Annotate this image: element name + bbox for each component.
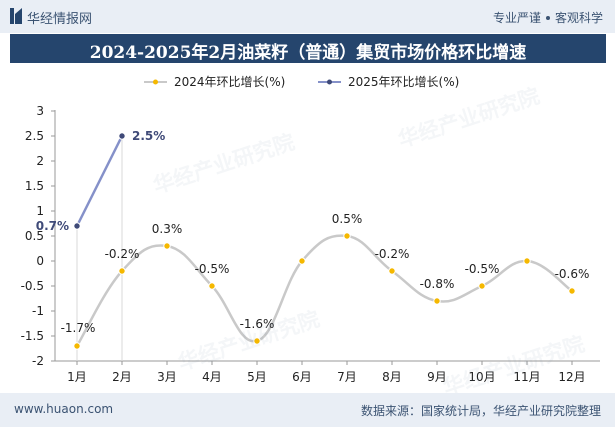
- series-2024-data-label: 0.5%: [332, 212, 363, 226]
- series-2024-point: [73, 342, 81, 350]
- y-tick-label: 0.5: [25, 229, 44, 243]
- series-2024-point: [163, 242, 171, 250]
- x-tick-label: 12月: [558, 370, 585, 384]
- series-2025-line: [75, 135, 124, 227]
- series-2024-point: [298, 257, 306, 265]
- series-2024-point: [208, 282, 216, 290]
- y-tick-label: 3: [36, 104, 44, 118]
- legend-swatch-marker: [153, 79, 158, 85]
- series-2024-point: [523, 257, 531, 265]
- top-bar: 华经情报网 专业严谨 客观科学: [0, 0, 615, 33]
- brand-name: 华经情报网: [27, 12, 93, 27]
- x-tick-label: 4月: [202, 370, 222, 384]
- x-tick-label: 2月: [112, 370, 132, 384]
- legend-swatch-marker: [327, 79, 332, 85]
- series-2024-data-label: -0.6%: [555, 267, 590, 281]
- series-2024-data-label: -1.7%: [61, 321, 96, 335]
- series-2024-point: [118, 267, 126, 275]
- x-tick-label: 5月: [247, 370, 267, 384]
- site-url[interactable]: www.huaon.com: [14, 402, 114, 416]
- separator-dot-icon: [545, 15, 550, 20]
- series-2024-data-label: -0.2%: [105, 247, 140, 261]
- y-tick-label: 0: [36, 254, 44, 268]
- chart-title: 2024-2025年2月油菜籽（普通）集贸市场价格环比增速: [89, 43, 527, 63]
- series-2024-data-label: -0.5%: [195, 262, 230, 276]
- series-2024-data-label: -1.6%: [240, 317, 275, 331]
- x-tick-label: 6月: [292, 370, 312, 384]
- series-2024-data-label: -0.2%: [375, 247, 410, 261]
- title-bar: 2024-2025年2月油菜籽（普通）集贸市场价格环比增速: [10, 34, 606, 63]
- y-tick-label: -2: [32, 354, 44, 368]
- series-2024-data-label: -0.5%: [465, 262, 500, 276]
- brand-logo-icon: [10, 8, 22, 24]
- y-tick-label: 1.5: [25, 179, 44, 193]
- series-2024-point: [343, 232, 351, 240]
- y-tick-label: -1: [32, 304, 44, 318]
- x-tick-label: 1月: [67, 370, 87, 384]
- series-2024-point: [568, 287, 576, 295]
- series-2025-point: [73, 222, 81, 230]
- legend-label: 2025年环比增长(%): [348, 75, 459, 89]
- series-2024-point: [253, 337, 261, 345]
- bottom-bar: www.huaon.com 数据来源：国家统计局，华经产业研究院整理: [0, 393, 615, 427]
- series-2024-point: [388, 267, 396, 275]
- y-tick-label: 2: [36, 154, 44, 168]
- x-tick-label: 11月: [513, 370, 540, 384]
- series-2025-data-label: 0.7%: [36, 219, 69, 233]
- series-2024-data-label: 0.3%: [152, 222, 183, 236]
- tagline: 专业严谨 客观科学: [493, 9, 603, 26]
- x-tick-label: 7月: [337, 370, 357, 384]
- line-chart: 3 2.5 2 1.5 1 0.5 0 -0.5 -1 -1.5 -2 1月 2月 3月 4月 5月 6月 7月 8…: [21, 75, 600, 384]
- legend-label: 2024年环比增长(%): [174, 75, 285, 89]
- data-source: 数据来源：国家统计局，华经产业研究院整理: [360, 404, 601, 418]
- tagline-left: 专业严谨: [492, 11, 541, 25]
- tagline-right: 客观科学: [554, 11, 603, 25]
- series-2024-point: [433, 297, 441, 305]
- series-2024-point: [478, 282, 486, 290]
- x-tick-label: 8月: [382, 370, 402, 384]
- series-2024-line: [75, 234, 573, 347]
- series-2025-data-label: 2.5%: [132, 129, 165, 143]
- y-tick-label: -1.5: [21, 329, 44, 343]
- y-tick-label: 2.5: [25, 129, 44, 143]
- y-tick-label: 1: [36, 204, 44, 218]
- y-tick-label: -0.5: [21, 279, 44, 293]
- x-tick-label: 3月: [157, 370, 177, 384]
- x-tick-label: 10月: [468, 370, 495, 384]
- series-2025-point: [118, 132, 126, 140]
- series-2024-data-label: -0.8%: [420, 277, 455, 291]
- x-tick-label: 9月: [427, 370, 447, 384]
